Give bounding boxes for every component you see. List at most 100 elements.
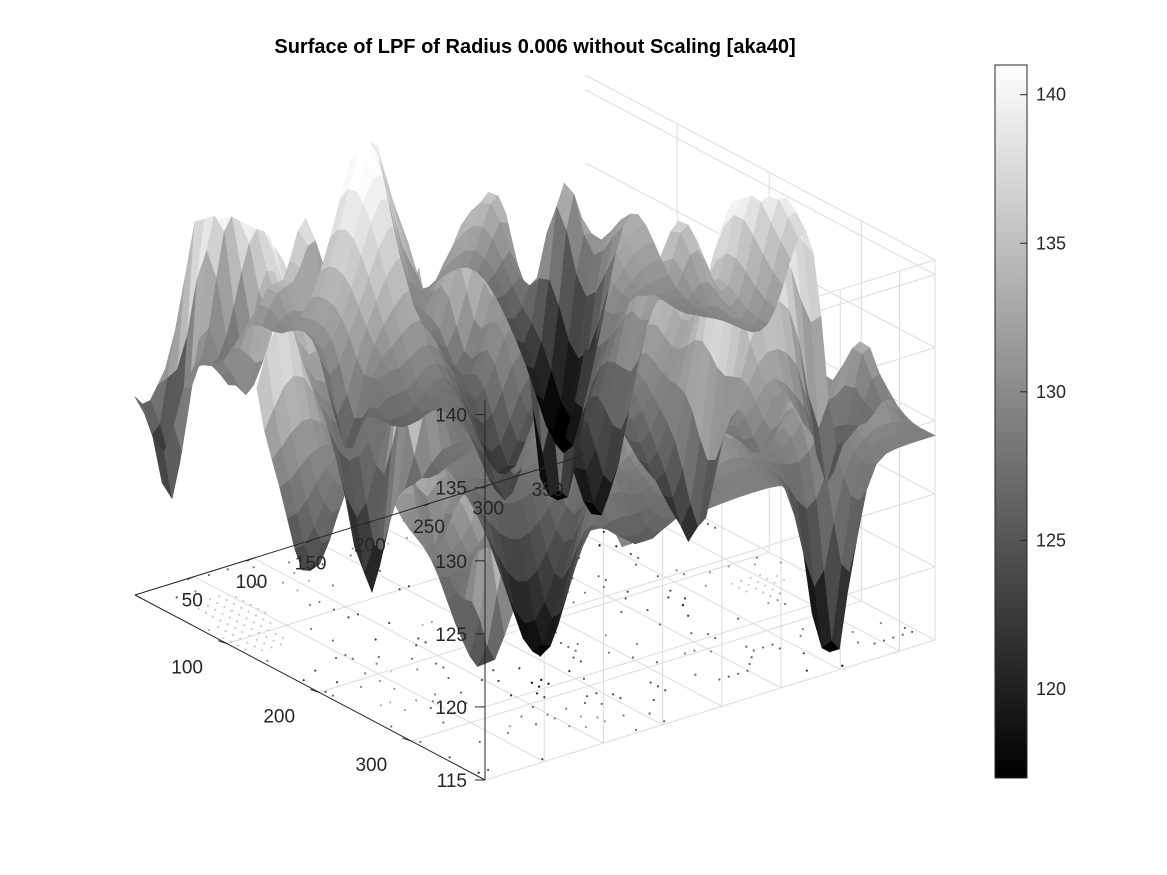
contour-point — [801, 628, 804, 631]
contour-point — [407, 585, 411, 588]
contour-point — [356, 613, 360, 616]
colorbar-tick-label: 135 — [1036, 233, 1066, 253]
contour-point — [745, 590, 748, 593]
z-tick-label: 130 — [435, 552, 467, 573]
contour-point — [419, 740, 422, 744]
contour-point — [841, 664, 844, 667]
contour-point — [302, 679, 305, 682]
x-tick-label: 50 — [182, 591, 203, 612]
contour-point — [534, 723, 538, 726]
contour-point — [334, 656, 338, 660]
contour-point — [648, 712, 651, 715]
colorbar-tick-label: 130 — [1036, 382, 1066, 402]
contour-point — [270, 646, 273, 649]
contour-point — [775, 574, 778, 578]
contour-point — [687, 614, 690, 617]
contour-point — [206, 604, 210, 608]
contour-point — [417, 637, 420, 640]
contour-point — [421, 623, 424, 627]
contour-point — [771, 588, 774, 591]
contour-point — [216, 601, 219, 605]
x-tick-label: 350 — [532, 480, 564, 501]
contour-point — [693, 649, 696, 652]
z-tick-label: 140 — [435, 406, 467, 427]
z-tick-label: 120 — [435, 698, 467, 719]
contour-point — [331, 639, 335, 642]
contour-point — [583, 591, 587, 594]
contour-point — [879, 622, 882, 625]
contour-point — [281, 581, 285, 584]
contour-point — [704, 584, 707, 587]
contour-point — [487, 768, 490, 771]
contour-point — [267, 628, 270, 632]
contour-point — [231, 633, 235, 637]
contour-point — [351, 657, 354, 661]
contour-point — [538, 685, 541, 688]
contour-point — [398, 588, 401, 591]
contour-point — [224, 629, 227, 633]
contour-point — [218, 595, 221, 598]
contour-point — [675, 569, 678, 572]
contour-point — [241, 630, 244, 634]
contour-point — [709, 650, 713, 653]
contour-point — [746, 669, 749, 672]
contour-point — [738, 586, 741, 589]
contour-point — [221, 612, 224, 615]
contour-point — [226, 568, 229, 571]
contour-point — [509, 694, 513, 697]
contour-point — [634, 563, 638, 566]
contour-point — [749, 576, 752, 580]
contour-point — [747, 583, 750, 586]
contour-point — [403, 708, 406, 712]
contour-point — [631, 656, 635, 659]
contour-point — [603, 720, 606, 723]
contour-point — [582, 677, 586, 680]
x-tick-mark — [423, 502, 432, 507]
contour-point — [390, 725, 393, 728]
contour-point — [576, 642, 579, 646]
contour-point — [255, 638, 258, 641]
contour-point — [706, 522, 710, 526]
contour-point — [240, 606, 243, 609]
contour-point — [269, 622, 272, 625]
contour-point — [459, 691, 463, 694]
contour-point — [669, 589, 672, 592]
contour-point — [351, 547, 354, 550]
contour-point — [892, 636, 895, 639]
surface-patch — [574, 348, 593, 409]
contour-point — [856, 641, 860, 644]
contour-point — [359, 685, 363, 689]
contour-point — [309, 627, 313, 631]
contour-point — [199, 601, 202, 604]
contour-point — [388, 621, 391, 625]
contour-point — [207, 573, 211, 577]
contour-point — [547, 682, 550, 685]
contour-point — [347, 616, 350, 619]
contour-point — [629, 552, 632, 556]
contour-point — [882, 639, 886, 642]
contour-point — [585, 695, 589, 698]
y-tick-label: 100 — [171, 658, 203, 679]
contour-point — [429, 706, 432, 710]
contour-point — [755, 556, 758, 559]
contour-point — [442, 666, 445, 669]
contour-point — [296, 589, 299, 592]
grid-line — [484, 639, 936, 781]
x-tick-mark — [246, 557, 254, 562]
contour-point — [574, 649, 577, 652]
contour-point — [782, 578, 786, 581]
contour-point — [754, 587, 757, 590]
contour-point — [477, 771, 480, 774]
contour-point — [607, 651, 611, 654]
contour-point — [208, 598, 212, 601]
contour-point — [718, 678, 721, 681]
contour-point — [540, 678, 543, 681]
contour-point — [214, 608, 217, 611]
contour-point — [658, 623, 662, 626]
contour-point — [410, 657, 414, 660]
contour-point — [851, 630, 854, 634]
contour-point — [207, 629, 211, 632]
contour-point — [727, 565, 730, 568]
contour-point — [910, 630, 914, 633]
contour-point — [263, 642, 266, 645]
